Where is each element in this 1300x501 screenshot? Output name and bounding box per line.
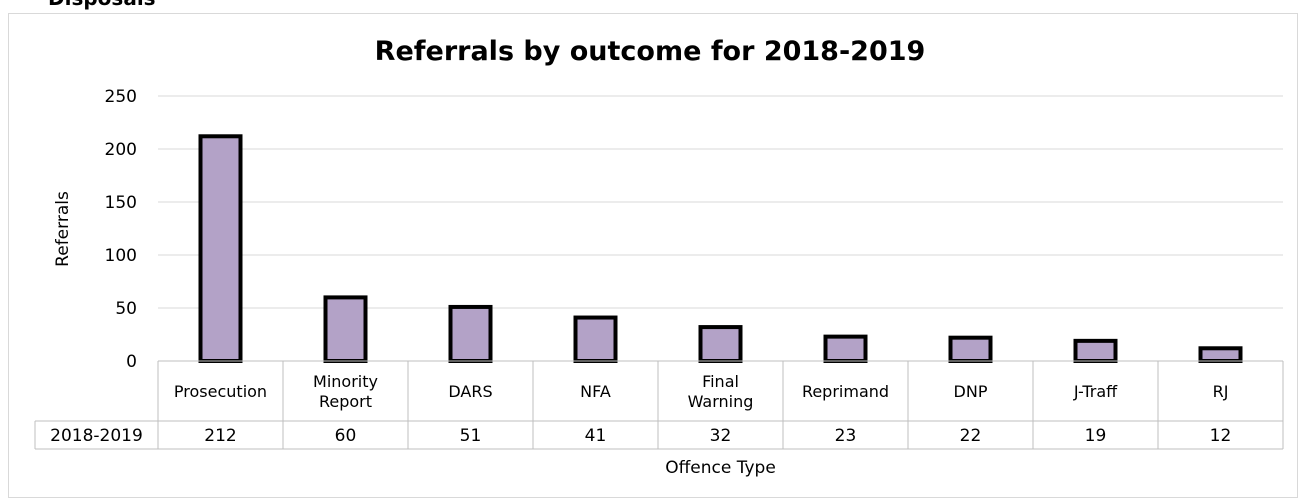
category-label: Final Warning [688,372,754,411]
y-tick-label: 100 [105,246,137,266]
x-axis-title: Offence Type [665,458,776,478]
data-value: 12 [1210,426,1232,446]
category-label: J-Traff [1073,382,1118,401]
bar [573,315,618,364]
data-value: 19 [1085,426,1107,446]
data-value: 41 [585,426,607,446]
data-value: 22 [960,426,982,446]
data-value: 60 [335,426,357,446]
data-value: 32 [710,426,732,446]
y-tick-label: 250 [105,87,137,107]
data-value: 51 [460,426,482,446]
bars [198,134,1243,364]
section-heading: Disposals [48,0,156,10]
bar [823,334,868,363]
bar [698,325,743,363]
y-tick-label: 200 [105,140,137,160]
bar [323,295,368,363]
series-label: 2018-2019 [50,426,143,446]
chart-frame [8,13,1298,498]
category-label: Minority Report [313,372,378,411]
category-label: Prosecution [174,382,267,401]
category-label: Reprimand [802,382,889,401]
bar [448,304,493,364]
data-value: 212 [204,426,236,446]
bar [1073,338,1118,363]
y-tick-label: 0 [126,352,137,372]
bar [1198,346,1243,363]
gridlines [158,95,1283,309]
data-value: 23 [835,426,857,446]
category-label: DNP [954,382,988,401]
category-label: NFA [580,382,611,401]
y-tick-label: 50 [115,299,137,319]
y-axis-ticks: 0 50 100 150 200 250 [105,87,137,372]
y-axis-title: Referrals [53,191,73,267]
data-table: Prosecution Minority Report DARS NFA Final War… [34,360,1284,450]
category-label: DARS [448,382,492,401]
category-label: RJ [1213,382,1229,401]
chart-title: Referrals by outcome for 2018-2019 [374,36,926,67]
bar [198,134,243,363]
bar [948,335,993,363]
y-tick-label: 150 [105,193,137,213]
